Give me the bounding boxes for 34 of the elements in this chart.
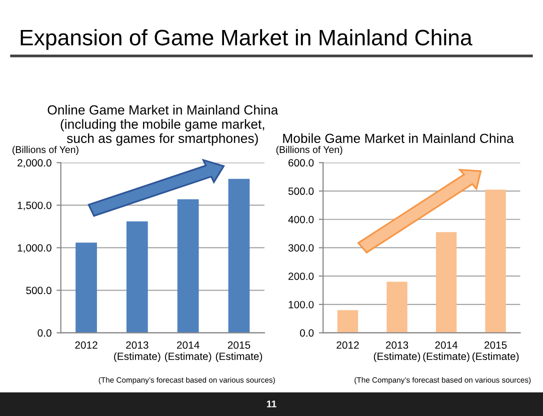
y-tick-label: 300.0 bbox=[288, 244, 314, 252]
y-axis-title: (Billions of Yen) bbox=[276, 146, 342, 155]
bar bbox=[126, 221, 148, 333]
y-tick-label: 100.0 bbox=[288, 300, 314, 308]
y-tick-label: 1,000.0 bbox=[18, 244, 52, 253]
x-tick-label: 2014 (Estimate) bbox=[165, 341, 212, 362]
bar bbox=[337, 310, 358, 333]
y-tick-label: 600.0 bbox=[288, 159, 314, 167]
bar bbox=[485, 190, 506, 333]
chart-title: Mobile Game Market in Mainland China bbox=[283, 133, 514, 144]
bar bbox=[436, 232, 457, 333]
x-tick-label: 2012 bbox=[336, 341, 359, 349]
y-tick-label: 200.0 bbox=[288, 272, 314, 280]
text: Expansion of Game Market in Mainland China bbox=[20, 29, 472, 50]
chart-title: Online Game Market in Mainland China (including the mobile game market, such as games for smartphones) bbox=[48, 104, 278, 146]
y-tick-label: 0.0 bbox=[38, 329, 52, 337]
bar bbox=[386, 282, 408, 333]
y-tick-label: 1,500.0 bbox=[18, 202, 52, 210]
x-tick-label: 2015 (Estimate) bbox=[472, 341, 519, 362]
text: 11 bbox=[266, 400, 276, 408]
y-tick-label: 2,000.0 bbox=[18, 159, 52, 168]
y-tick-label: 0.0 bbox=[300, 329, 314, 337]
x-tick-label: 2014 (Estimate) bbox=[423, 341, 470, 362]
bar bbox=[177, 199, 199, 333]
y-axis-title: (Billions of Yen) bbox=[12, 146, 78, 155]
bar bbox=[76, 242, 97, 333]
x-tick-label: 2015 (Estimate) bbox=[216, 341, 262, 362]
x-tick-label: 2013 (Estimate) bbox=[114, 341, 160, 362]
x-tick-label: 2012 bbox=[75, 341, 98, 349]
bar bbox=[228, 178, 250, 333]
y-tick-label: 400.0 bbox=[288, 216, 314, 224]
x-tick-label: 2013 (Estimate) bbox=[374, 341, 420, 362]
y-tick-label: 500.0 bbox=[288, 188, 314, 195]
y-tick-label: 500.0 bbox=[26, 286, 52, 294]
